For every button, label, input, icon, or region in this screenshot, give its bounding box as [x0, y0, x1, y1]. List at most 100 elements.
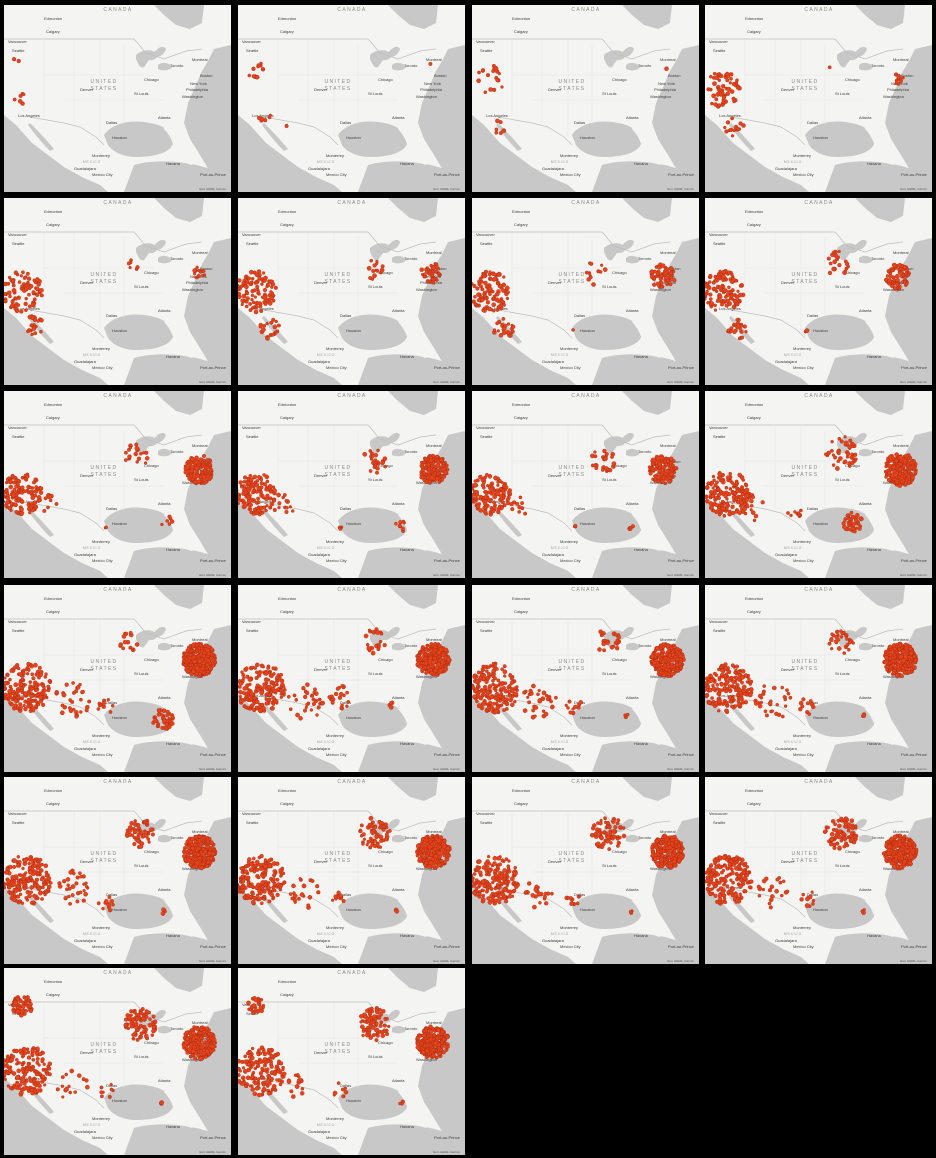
event-marker	[761, 689, 766, 694]
city-label-denver: Denver	[314, 87, 328, 92]
event-marker	[730, 504, 735, 509]
event-marker	[749, 498, 754, 504]
event-marker	[29, 506, 34, 510]
canada-us-border	[705, 38, 904, 60]
cuba-land	[628, 736, 662, 745]
event-marker	[315, 713, 319, 717]
event-marker	[9, 501, 14, 506]
event-marker	[498, 131, 503, 136]
cuba-land	[160, 928, 194, 937]
event-marker	[208, 462, 213, 467]
event-marker	[482, 273, 487, 279]
event-marker	[708, 273, 713, 279]
event-marker	[753, 513, 759, 519]
city-label-monterrey: Monterrey	[793, 539, 811, 544]
city-label-vancouver: Vancouver	[476, 425, 495, 430]
event-marker	[483, 494, 489, 500]
city-label-mexicocity: Mexico City	[92, 752, 113, 757]
country-label-mexico: MEXICO	[83, 932, 101, 936]
event-marker	[480, 693, 485, 698]
country-label-united: UNITED	[324, 79, 351, 85]
event-marker	[473, 496, 477, 501]
city-label-seattle: Seattle	[246, 48, 259, 53]
event-marker	[714, 509, 719, 515]
basemap: CANADAUNITEDSTATESMEXICOEdmontonCalgaryV…	[472, 391, 699, 578]
event-marker	[71, 681, 75, 685]
event-marker	[800, 704, 805, 709]
city-label-toronto: Toronto	[170, 835, 184, 840]
event-marker	[257, 500, 261, 505]
city-label-washington: Washington	[416, 674, 437, 679]
event-marker	[257, 475, 261, 479]
event-marker	[34, 684, 39, 689]
florida-land	[398, 705, 414, 730]
event-marker	[295, 712, 300, 718]
event-marker	[849, 510, 854, 515]
event-markers	[238, 627, 452, 721]
event-marker	[833, 639, 839, 644]
city-label-montreal: Montreal	[192, 829, 208, 834]
event-marker	[716, 487, 720, 491]
country-label-canada: CANADA	[804, 587, 833, 593]
event-marker	[730, 272, 734, 277]
event-marker	[533, 714, 537, 718]
country-label-states: STATES	[558, 86, 585, 92]
gulf-of-mexico-water	[104, 701, 174, 737]
event-marker	[659, 652, 665, 657]
event-marker	[22, 92, 26, 97]
city-label-calgary: Calgary	[280, 222, 294, 227]
event-marker	[491, 678, 495, 683]
city-label-mexicocity: Mexico City	[793, 172, 814, 177]
city-label-portauprince: Port-au-Prince	[668, 558, 695, 563]
event-marker	[851, 641, 855, 645]
country-label-canada: CANADA	[103, 7, 132, 13]
event-marker	[472, 283, 477, 289]
event-marker	[192, 268, 197, 273]
florida-land	[632, 125, 648, 150]
event-markers	[238, 448, 450, 533]
city-label-chicago: Chicago	[144, 657, 159, 662]
event-marker	[661, 642, 666, 647]
event-marker	[19, 696, 25, 701]
event-marker	[250, 482, 255, 487]
event-marker	[663, 655, 668, 660]
city-label-dallas: Dallas	[340, 506, 351, 511]
event-marker	[740, 335, 745, 340]
event-marker	[238, 685, 242, 689]
event-marker	[240, 298, 245, 303]
event-marker	[279, 678, 285, 684]
event-marker	[205, 458, 210, 463]
city-label-portauprince: Port-au-Prince	[200, 558, 227, 563]
event-marker	[22, 668, 26, 672]
event-marker	[185, 668, 191, 674]
event-marker	[28, 684, 33, 689]
event-marker	[254, 489, 260, 494]
city-label-stlouis: St Louis	[134, 284, 148, 289]
event-marker	[33, 477, 38, 482]
city-label-denver: Denver	[781, 473, 795, 478]
canada-us-border	[238, 38, 437, 60]
event-marker	[730, 116, 735, 121]
city-label-toronto: Toronto	[170, 643, 184, 648]
caribbean-water	[358, 354, 465, 385]
event-marker	[19, 309, 24, 314]
atlantic-water	[652, 238, 699, 368]
event-marker	[740, 487, 744, 491]
event-marker	[128, 630, 133, 635]
cuba-land	[160, 156, 194, 165]
florida-land	[865, 318, 881, 343]
city-label-toronto: Toronto	[638, 643, 652, 648]
gulf-of-mexico-water	[104, 893, 174, 929]
event-marker	[273, 666, 278, 671]
city-label-chicago: Chicago	[144, 849, 159, 854]
florida-land	[398, 318, 414, 343]
city-label-mexicocity: Mexico City	[326, 752, 347, 757]
event-marker	[895, 658, 900, 663]
event-marker	[27, 292, 31, 297]
atlantic-water	[885, 238, 932, 368]
city-label-monterrey: Monterrey	[793, 346, 811, 351]
city-label-calgary: Calgary	[46, 29, 60, 34]
atlantic-water	[418, 431, 465, 561]
event-marker	[398, 520, 403, 525]
country-label-mexico: MEXICO	[83, 546, 101, 550]
